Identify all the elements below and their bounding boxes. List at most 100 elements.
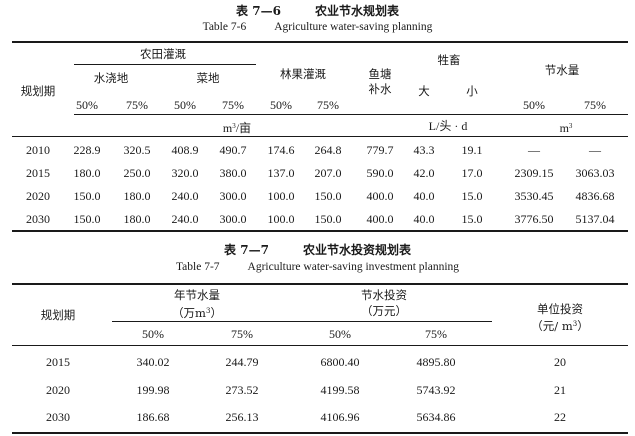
table1-header-fishpond-2: 补水 bbox=[368, 82, 392, 96]
table-cell: 779.7 bbox=[366, 143, 394, 157]
table2-caption-en: Table 7-7 Agriculture water-saving invest… bbox=[0, 261, 635, 273]
table2-header-annual-50: 50% bbox=[142, 327, 164, 341]
table1-unit-farmland: m3/亩 bbox=[223, 119, 251, 135]
table1-header-small: 小 bbox=[466, 84, 478, 98]
table1-header-large: 大 bbox=[418, 84, 430, 98]
table-cell: 3776.50 bbox=[514, 212, 554, 226]
row-year: 2010 bbox=[26, 143, 50, 157]
table-cell: — bbox=[528, 143, 540, 157]
table2-unit-invest-b: ） bbox=[577, 319, 589, 333]
table1-header-bottom-rule bbox=[12, 136, 628, 137]
table-cell: 240.0 bbox=[171, 189, 199, 203]
table2-number-en: Table 7-7 bbox=[175, 261, 220, 273]
table-cell: 150.0 bbox=[314, 212, 342, 226]
table-cell: 40.0 bbox=[413, 189, 435, 203]
table-cell: 40.0 bbox=[413, 212, 435, 226]
table1-unit-saving: m3 bbox=[560, 119, 573, 135]
table1-number-cn: 表 7—6 bbox=[236, 4, 281, 18]
table-cell: 5634.86 bbox=[416, 410, 456, 424]
table-cell: 4836.68 bbox=[575, 189, 615, 203]
table2-header-annual: 年节水量 bbox=[174, 288, 220, 302]
table-cell: 17.0 bbox=[461, 166, 483, 180]
table-cell: 180.0 bbox=[73, 166, 101, 180]
table-cell: 380.0 bbox=[219, 166, 247, 180]
table-cell: 264.8 bbox=[314, 143, 342, 157]
table2-header-period: 规划期 bbox=[40, 308, 76, 322]
table1-header-paddy-50: 50% bbox=[76, 98, 98, 112]
table-cell: 4199.58 bbox=[320, 383, 360, 397]
table-cell: 3063.03 bbox=[575, 166, 615, 180]
table2-header-annual-75: 75% bbox=[231, 327, 253, 341]
row-year: 2030 bbox=[26, 212, 50, 226]
table1-header-vegetable: 菜地 bbox=[196, 71, 220, 85]
table1-header-saving-50: 50% bbox=[523, 98, 545, 112]
table-cell: 180.0 bbox=[123, 189, 151, 203]
table-cell: 19.1 bbox=[461, 143, 483, 157]
table2-header-investment-unit: （万元） bbox=[361, 304, 407, 318]
table-cell: 150.0 bbox=[73, 189, 101, 203]
table1-unit-m: m bbox=[222, 121, 233, 135]
table-cell: 400.0 bbox=[366, 212, 394, 226]
table2-header-unit-invest: 单位投资 bbox=[537, 302, 583, 316]
table-cell: 240.0 bbox=[171, 212, 199, 226]
table-cell: 5743.92 bbox=[416, 383, 456, 397]
table1-header-veg-75: 75% bbox=[222, 98, 244, 112]
table1-header-fishpond-1: 鱼塘 bbox=[368, 67, 392, 81]
table1-header-livestock: 牲畜 bbox=[437, 53, 461, 67]
table-cell: 320.0 bbox=[171, 166, 199, 180]
table2-unit-invest-sup: 3 bbox=[572, 320, 578, 328]
table-cell: 100.0 bbox=[267, 212, 295, 226]
row-year: 2020 bbox=[46, 383, 70, 397]
row-year: 2020 bbox=[26, 189, 50, 203]
table2-caption-cn: 表 7—7 农业节水投资规划表 bbox=[0, 241, 635, 258]
table-cell: 199.98 bbox=[136, 383, 170, 397]
table-cell: 3530.45 bbox=[514, 189, 554, 203]
table1-caption-cn: 表 7—6 农业节水规划表 bbox=[0, 2, 635, 19]
row-year: 2015 bbox=[46, 355, 70, 369]
table-cell: 273.52 bbox=[225, 383, 259, 397]
table2-top-rule bbox=[12, 283, 628, 285]
table2-header-invest-50: 50% bbox=[329, 327, 351, 341]
table-cell: 244.79 bbox=[225, 355, 259, 369]
table1-header-orchard-75: 75% bbox=[317, 98, 339, 112]
table1-header-veg-50: 50% bbox=[174, 98, 196, 112]
table-cell: 21 bbox=[554, 383, 566, 397]
table-cell: 150.0 bbox=[73, 212, 101, 226]
table2-title-en: Agriculture water-saving investment plan… bbox=[247, 261, 460, 273]
table-cell: 300.0 bbox=[219, 189, 247, 203]
table-cell: 150.0 bbox=[314, 189, 342, 203]
table2-annual-unit-sup: 3 bbox=[205, 307, 211, 315]
table-cell: 400.0 bbox=[366, 189, 394, 203]
table2-annual-unit-b: ） bbox=[210, 306, 222, 320]
table-cell: 5137.04 bbox=[575, 212, 615, 226]
table-cell: 340.02 bbox=[136, 355, 170, 369]
table-cell: 2309.15 bbox=[514, 166, 554, 180]
table-cell: 207.0 bbox=[314, 166, 342, 180]
table-cell: 6800.40 bbox=[320, 355, 360, 369]
table1-title-cn: 农业节水规划表 bbox=[314, 4, 399, 18]
table1-top-rule bbox=[12, 41, 628, 43]
table2-annual-unit-a: （万m bbox=[172, 306, 206, 320]
table2-number-cn: 表 7—7 bbox=[224, 243, 269, 257]
table1-header-saving: 节水量 bbox=[544, 63, 580, 77]
table-cell: 320.5 bbox=[123, 143, 151, 157]
table1-header-orchard: 林果灌溉 bbox=[280, 67, 326, 81]
table1-unit-saving-sup: 3 bbox=[568, 122, 573, 130]
table1-header-period: 规划期 bbox=[20, 84, 56, 98]
table1-number-en: Table 7-6 bbox=[202, 21, 247, 33]
table2-header-mid-rule bbox=[112, 321, 492, 322]
row-year: 2015 bbox=[26, 166, 50, 180]
table1-header-saving-75: 75% bbox=[584, 98, 606, 112]
table-cell: 4106.96 bbox=[320, 410, 360, 424]
table-cell: 590.0 bbox=[366, 166, 394, 180]
table1-farmland-underline bbox=[74, 64, 256, 65]
table-cell: 180.0 bbox=[123, 212, 151, 226]
table2-header-investment: 节水投资 bbox=[361, 288, 407, 302]
table-cell: 256.13 bbox=[225, 410, 259, 424]
table1-unit-sup: 3 bbox=[232, 122, 236, 130]
table-cell: 15.0 bbox=[461, 212, 483, 226]
table1-title-en: Agriculture water-saving planning bbox=[274, 21, 433, 33]
table-cell: — bbox=[589, 143, 601, 157]
table1-header-orchard-50: 50% bbox=[270, 98, 292, 112]
table1-unit-livestock: L/头 · d bbox=[428, 119, 468, 133]
